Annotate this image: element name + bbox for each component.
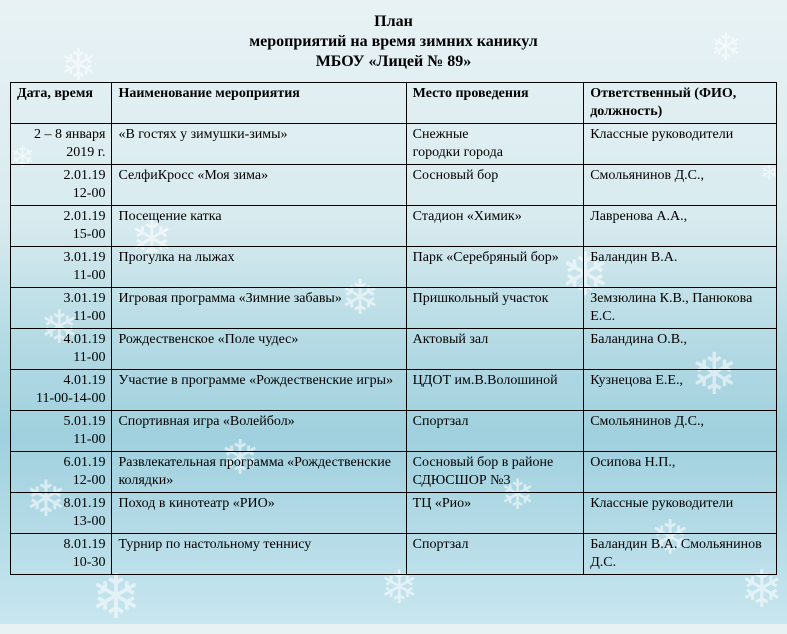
table-header-row: Дата, время Наименование мероприятия Мес… [11, 83, 777, 124]
cell-place: Спортзал [406, 411, 584, 452]
cell-place: ЦДОТ им.В.Волошиной [406, 370, 584, 411]
cell-date: 2 – 8 января 2019 г. [11, 124, 112, 165]
cell-place: Парк «Серебряный бор» [406, 247, 584, 288]
cell-place: Спортзал [406, 534, 584, 575]
title-line-1: План [374, 13, 413, 30]
cell-responsible: Земзюлина К.В., Панюкова Е.С. [584, 288, 777, 329]
table-row: 4.01.19 11-00-14-00Участие в программе «… [11, 370, 777, 411]
cell-event: «В гостях у зимушки-зимы» [112, 124, 406, 165]
table-row: 3.01.19 11-00Прогулка на лыжахПарк «Сере… [11, 247, 777, 288]
title-line-3: МБОУ «Лицей № 89» [316, 53, 472, 70]
cell-date: 2.01.19 15-00 [11, 206, 112, 247]
cell-date: 4.01.19 11-00 [11, 329, 112, 370]
cell-event: Прогулка на лыжах [112, 247, 406, 288]
cell-place: Сосновый бор [406, 165, 584, 206]
table-row: 2.01.19 15-00Посещение каткаСтадион «Хим… [11, 206, 777, 247]
cell-event: Рождественское «Поле чудес» [112, 329, 406, 370]
cell-responsible: Классные руководители [584, 124, 777, 165]
cell-event: Спортивная игра «Волейбол» [112, 411, 406, 452]
events-table: Дата, время Наименование мероприятия Мес… [10, 82, 777, 575]
cell-responsible: Баландина О.В., [584, 329, 777, 370]
cell-event: Посещение катка [112, 206, 406, 247]
cell-responsible: Смольянинов Д.С., [584, 411, 777, 452]
cell-event: Развлекательная программа «Рождественски… [112, 452, 406, 493]
table-row: 8.01.19 13-00Поход в кинотеатр «РИО»ТЦ «… [11, 493, 777, 534]
cell-place: Снежные городки города [406, 124, 584, 165]
cell-date: 3.01.19 11-00 [11, 247, 112, 288]
table-row: 8.01.19 10-30Турнир по настольному тенни… [11, 534, 777, 575]
cell-responsible: Лавренова А.А., [584, 206, 777, 247]
cell-date: 6.01.19 12-00 [11, 452, 112, 493]
cell-place: Сосновый бор в районе СДЮСШОР №3 [406, 452, 584, 493]
cell-place: Стадион «Химик» [406, 206, 584, 247]
cell-event: Участие в программе «Рождественские игры… [112, 370, 406, 411]
cell-responsible: Классные руководители [584, 493, 777, 534]
cell-responsible: Кузнецова Е.Е., [584, 370, 777, 411]
table-row: 6.01.19 12-00Развлекательная программа «… [11, 452, 777, 493]
cell-responsible: Баландин В.А. Смольянинов Д.С. [584, 534, 777, 575]
cell-date: 8.01.19 10-30 [11, 534, 112, 575]
header-event: Наименование мероприятия [112, 83, 406, 124]
cell-responsible: Баландин В.А. [584, 247, 777, 288]
cell-event: Игровая программа «Зимние забавы» [112, 288, 406, 329]
header-place: Место проведения [406, 83, 584, 124]
cell-date: 5.01.19 11-00 [11, 411, 112, 452]
cell-date: 3.01.19 11-00 [11, 288, 112, 329]
header-date: Дата, время [11, 83, 112, 124]
cell-event: Турнир по настольному теннису [112, 534, 406, 575]
cell-responsible: Осипова Н.П., [584, 452, 777, 493]
table-row: 4.01.19 11-00 Рождественское «Поле чудес… [11, 329, 777, 370]
cell-place: Актовый зал [406, 329, 584, 370]
cell-date: 4.01.19 11-00-14-00 [11, 370, 112, 411]
table-row: 2 – 8 января 2019 г.«В гостях у зимушки-… [11, 124, 777, 165]
page-title: План мероприятий на время зимних каникул… [10, 12, 777, 72]
cell-place: ТЦ «Рио» [406, 493, 584, 534]
cell-event: СелфиКросс «Моя зима» [112, 165, 406, 206]
table-row: 5.01.19 11-00 Спортивная игра «Волейбол»… [11, 411, 777, 452]
cell-date: 2.01.19 12-00 [11, 165, 112, 206]
title-line-2: мероприятий на время зимних каникул [249, 33, 538, 50]
cell-place: Пришкольный участок [406, 288, 584, 329]
table-row: 3.01.19 11-00Игровая программа «Зимние з… [11, 288, 777, 329]
header-responsible: Ответственный (ФИО, должность) [584, 83, 777, 124]
table-row: 2.01.19 12-00СелфиКросс «Моя зима»Соснов… [11, 165, 777, 206]
cell-event: Поход в кинотеатр «РИО» [112, 493, 406, 534]
cell-date: 8.01.19 13-00 [11, 493, 112, 534]
cell-responsible: Смольянинов Д.С., [584, 165, 777, 206]
